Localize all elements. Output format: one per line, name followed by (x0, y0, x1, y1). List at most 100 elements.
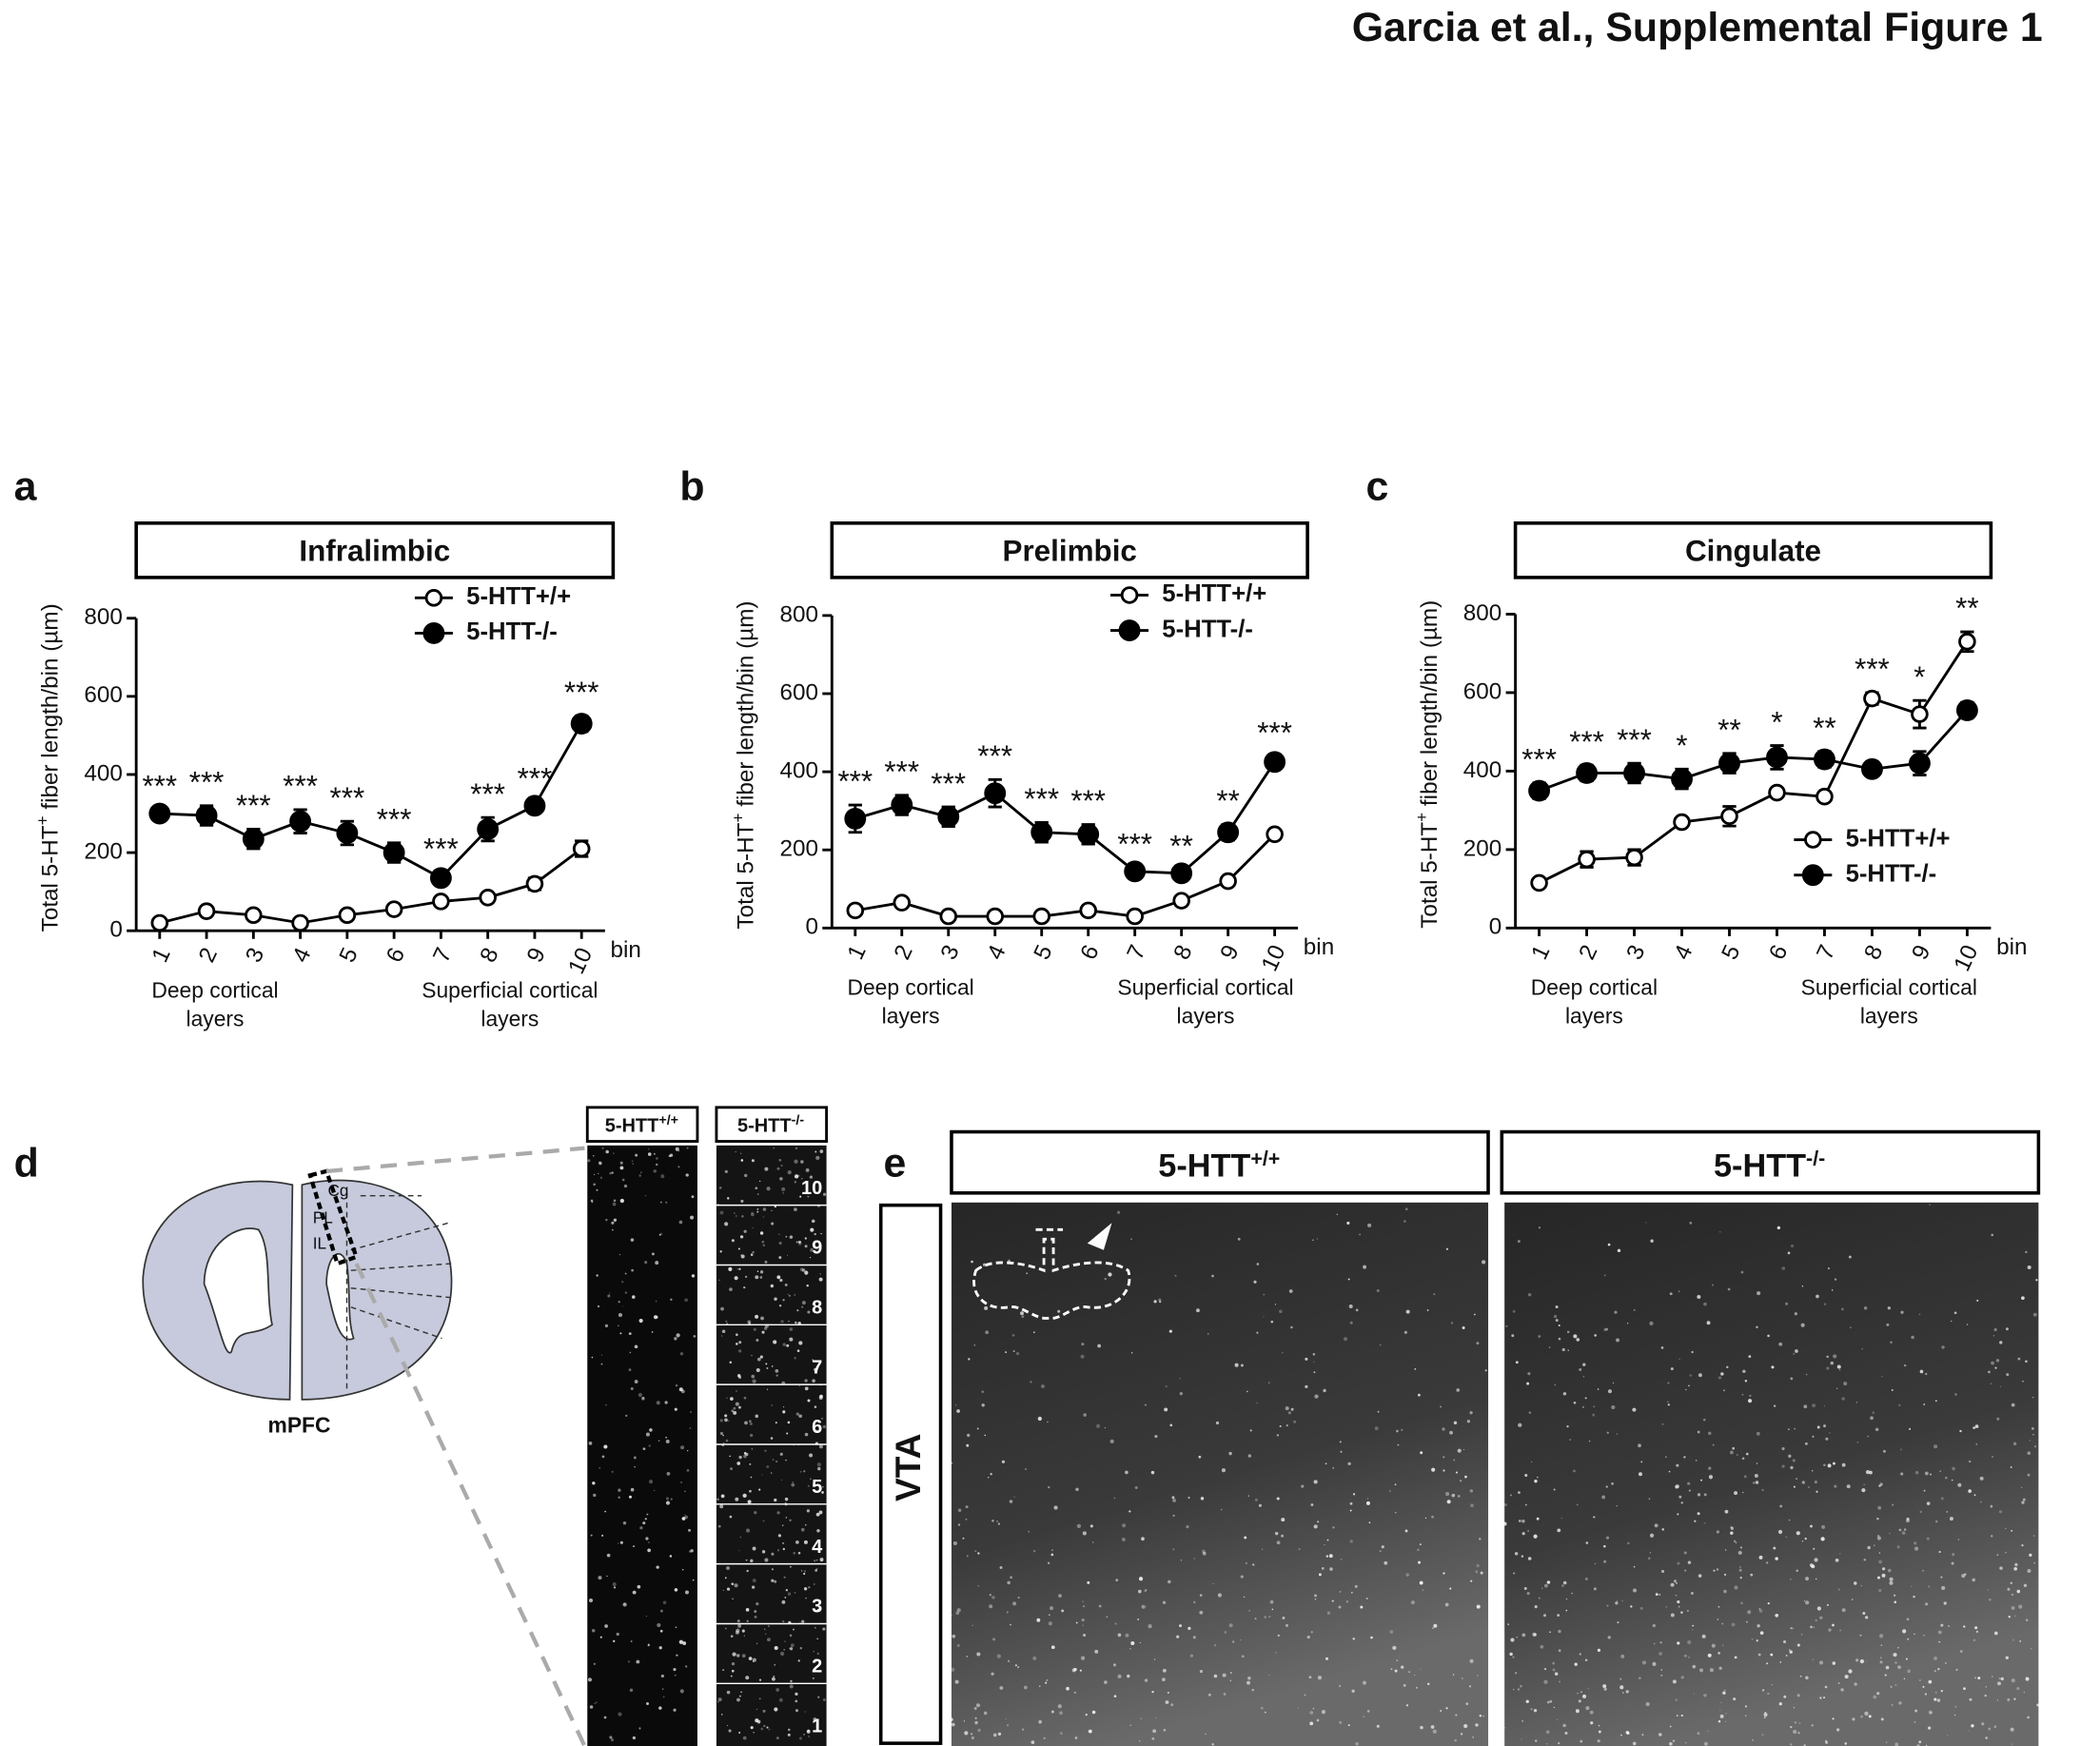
speck (773, 1340, 777, 1344)
speck (729, 1287, 733, 1292)
speck (1686, 1609, 1689, 1612)
speck (1193, 1558, 1195, 1560)
speck (1796, 1569, 1798, 1572)
data-point (844, 807, 867, 830)
speck (814, 1232, 816, 1236)
speck (784, 1597, 787, 1599)
speck (1981, 1722, 1985, 1726)
speck (1028, 1531, 1030, 1533)
speck (1717, 1376, 1722, 1380)
speck (721, 1329, 726, 1333)
significance: *** (470, 777, 505, 811)
speck (636, 1659, 640, 1664)
legend-label: 5-HTT+/+ (466, 583, 571, 610)
speck (1538, 1335, 1541, 1339)
speck (689, 1411, 693, 1414)
speck (973, 1344, 976, 1346)
x-note: layers (481, 1006, 539, 1030)
speck (1026, 1272, 1029, 1275)
speck (1652, 1661, 1657, 1666)
speck (1633, 1565, 1636, 1568)
speck (1325, 1462, 1327, 1465)
speck (1790, 1377, 1794, 1381)
x-tick-label: 7 (1812, 941, 1840, 964)
speck (1627, 1541, 1630, 1545)
speck (1032, 1331, 1035, 1334)
speck (798, 1341, 803, 1345)
speck (1607, 1389, 1613, 1394)
speck (2022, 1498, 2026, 1501)
speck (678, 1639, 683, 1644)
speck (1773, 1546, 1776, 1550)
speck (591, 1201, 594, 1204)
speck (1723, 1389, 1725, 1392)
data-point (429, 867, 452, 890)
speck (720, 1306, 724, 1311)
speck (753, 1731, 755, 1734)
speck (609, 1292, 611, 1294)
speck (1562, 1392, 1567, 1396)
x-tick-label: 7 (1122, 941, 1150, 964)
speck (1718, 1666, 1722, 1670)
speck (818, 1444, 823, 1449)
speck (951, 1462, 953, 1464)
speck (1365, 1597, 1368, 1600)
speck (1713, 1569, 1716, 1572)
speck (804, 1386, 809, 1391)
speck (1750, 1573, 1754, 1577)
speck (1313, 1480, 1318, 1484)
speck (1396, 1429, 1399, 1433)
text-part: fiber length/bin (µm) (37, 603, 63, 815)
speck (1813, 1626, 1815, 1628)
speck (1678, 1495, 1682, 1499)
speck (1279, 1309, 1283, 1314)
speck (793, 1552, 795, 1555)
speck (1479, 1714, 1482, 1717)
speck (1722, 1644, 1724, 1646)
speck (1167, 1691, 1169, 1694)
speck (1355, 1741, 1359, 1746)
speck (999, 1686, 1004, 1690)
speck (806, 1509, 810, 1513)
speck (1865, 1660, 1867, 1662)
speck (1168, 1329, 1172, 1333)
speck (1006, 1724, 1010, 1727)
speck (1444, 1602, 1449, 1607)
speck (2021, 1501, 2025, 1504)
speck (1454, 1738, 1458, 1742)
speck (799, 1267, 804, 1272)
speck (795, 1412, 799, 1416)
speck (685, 1665, 688, 1668)
speck (1678, 1358, 1680, 1360)
speck (796, 1349, 800, 1353)
speck (1934, 1520, 1938, 1523)
speck (2032, 1433, 2034, 1436)
speck (1828, 1267, 1830, 1269)
speck (1944, 1661, 1947, 1664)
data-point (846, 901, 865, 920)
speck (804, 1270, 809, 1275)
speck (1521, 1633, 1526, 1638)
speck (634, 1344, 638, 1349)
speck (735, 1497, 739, 1501)
speck (2032, 1312, 2037, 1317)
speck (1834, 1484, 1837, 1488)
speck (1129, 1648, 1131, 1650)
speck (726, 1397, 728, 1399)
speck (1256, 1331, 1259, 1334)
speck (1860, 1715, 1863, 1718)
speck (1799, 1675, 1802, 1677)
speck (1231, 1640, 1235, 1643)
speck (2027, 1473, 2031, 1477)
speck (1805, 1600, 1810, 1605)
column-box (950, 1129, 1490, 1195)
speck (1886, 1741, 1888, 1743)
speck (724, 1418, 728, 1422)
speck (1819, 1616, 1823, 1619)
bin-number: 6 (812, 1417, 822, 1438)
speck (1660, 1346, 1664, 1349)
speck (1647, 1557, 1651, 1560)
speck (1687, 1640, 1692, 1645)
speck (1139, 1740, 1141, 1742)
speck (1502, 1521, 1507, 1526)
